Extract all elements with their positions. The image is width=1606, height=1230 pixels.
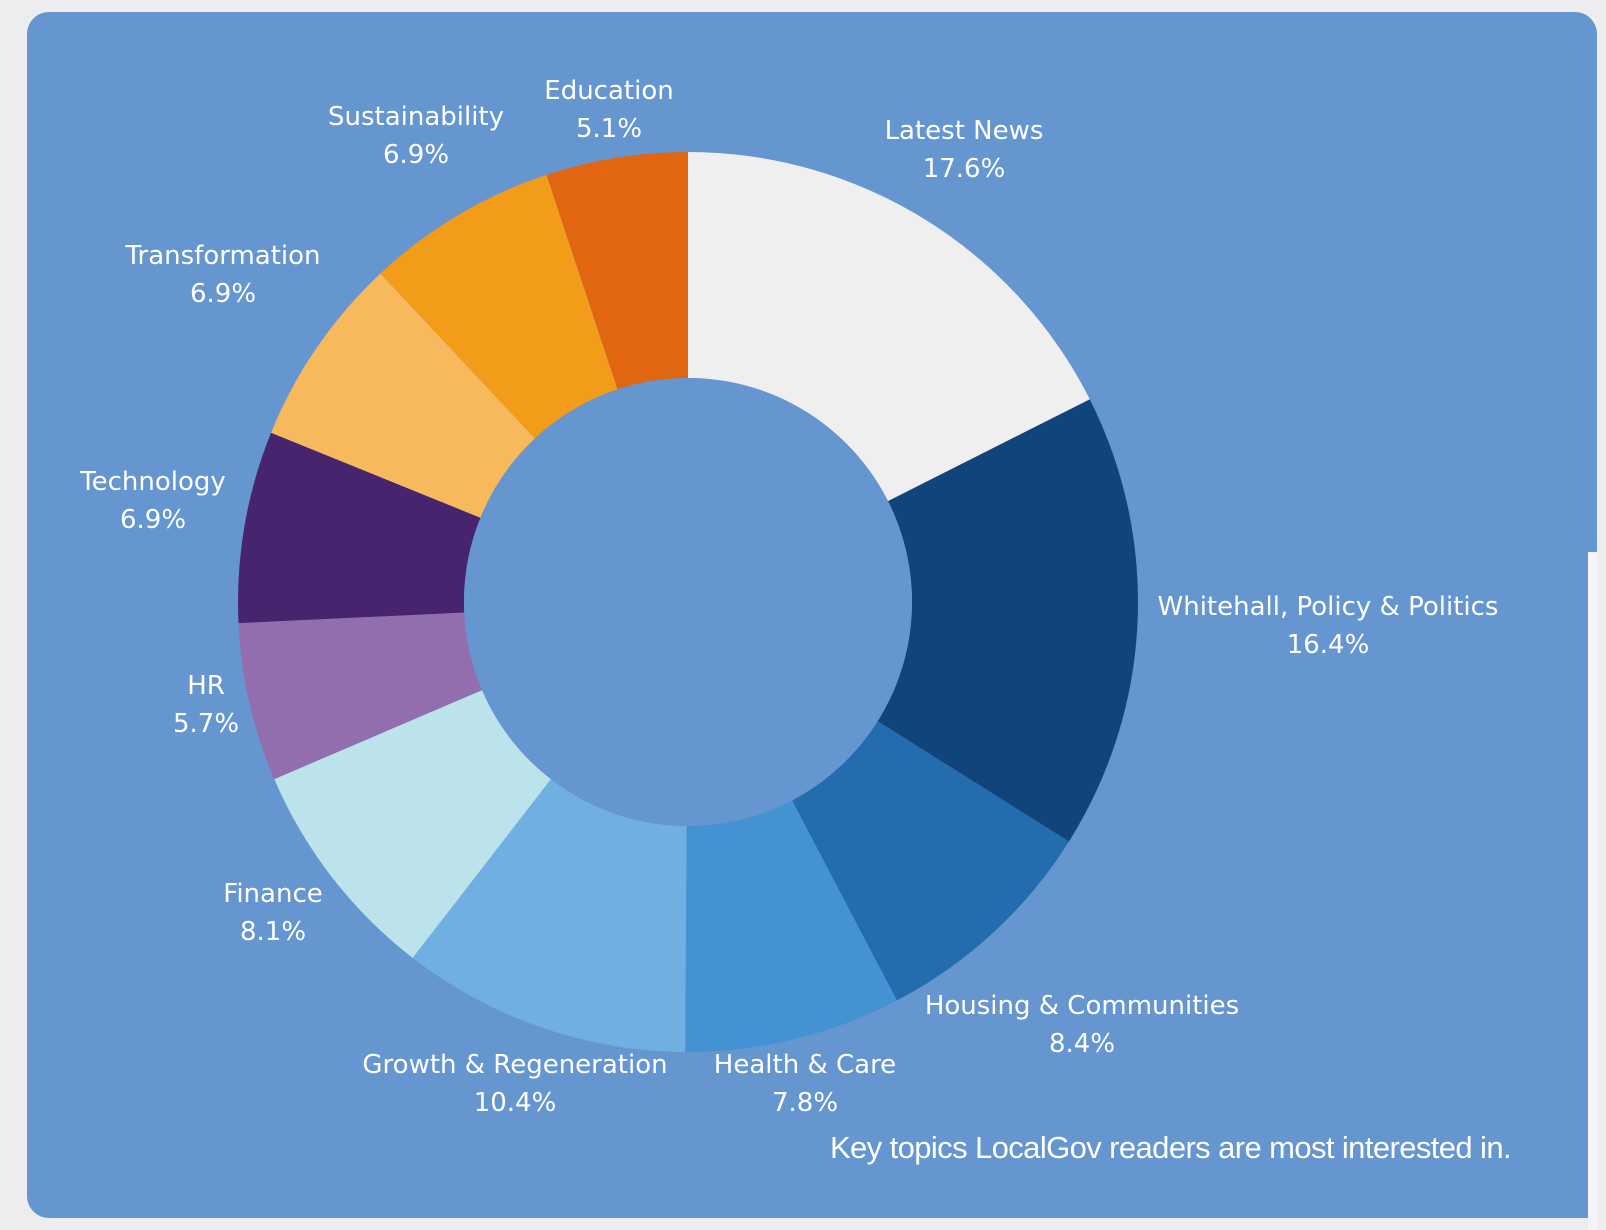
slice-value-label: 17.6% [923,154,1006,184]
chart-caption: Key topics LocalGov readers are most int… [829,1130,1512,1165]
slice-value-label: 5.7% [173,709,239,739]
slice-label: Housing & Communities [925,991,1239,1021]
slice-label: Transformation [124,241,320,271]
slice-hr [238,612,483,780]
slice-label: Technology [79,467,226,497]
slice-value-label: 8.1% [240,917,306,947]
slice-value-label: 5.1% [576,114,642,144]
slice-transformation [271,273,535,518]
slice-value-label: 10.4% [474,1088,557,1118]
slice-label: Sustainability [328,102,504,132]
slice-label: HR [187,671,225,701]
slice-finance [274,690,551,958]
slice-value-label: 8.4% [1049,1029,1115,1059]
slice-sustainability [380,174,618,439]
slice-label: Education [544,76,673,106]
donut-hole [464,378,912,826]
chart-card: Latest News 17.6% Whitehall, Policy & Poli… [27,12,1597,1230]
donut-chart: Latest News 17.6% Whitehall, Policy & Poli… [79,76,1498,1118]
slice-education [546,152,688,390]
slice-technology [237,432,481,624]
slice-housing-communities [792,721,1069,1001]
slice-label: Whitehall, Policy & Politics [1158,592,1499,622]
slice-value-label: 7.8% [772,1088,838,1118]
slice-health-care [685,800,897,1052]
slice-whitehall-policy-politics [877,399,1139,842]
slice-value-label: 6.9% [120,505,186,535]
donut-slices [237,152,1139,1052]
scrollbar-track[interactable] [1588,552,1597,1230]
slice-value-label: 6.9% [383,140,449,170]
slice-label: Finance [223,879,322,909]
slice-label: Health & Care [714,1050,896,1080]
slice-label: Latest News [885,116,1044,146]
slice-value-label: 6.9% [190,279,256,309]
slice-growth-regeneration [412,779,687,1052]
slice-labels: Latest News 17.6% Whitehall, Policy & Poli… [79,76,1498,1118]
slice-latest-news [688,152,1090,502]
slice-label: Growth & Regeneration [362,1050,667,1080]
slice-value-label: 16.4% [1287,630,1370,660]
